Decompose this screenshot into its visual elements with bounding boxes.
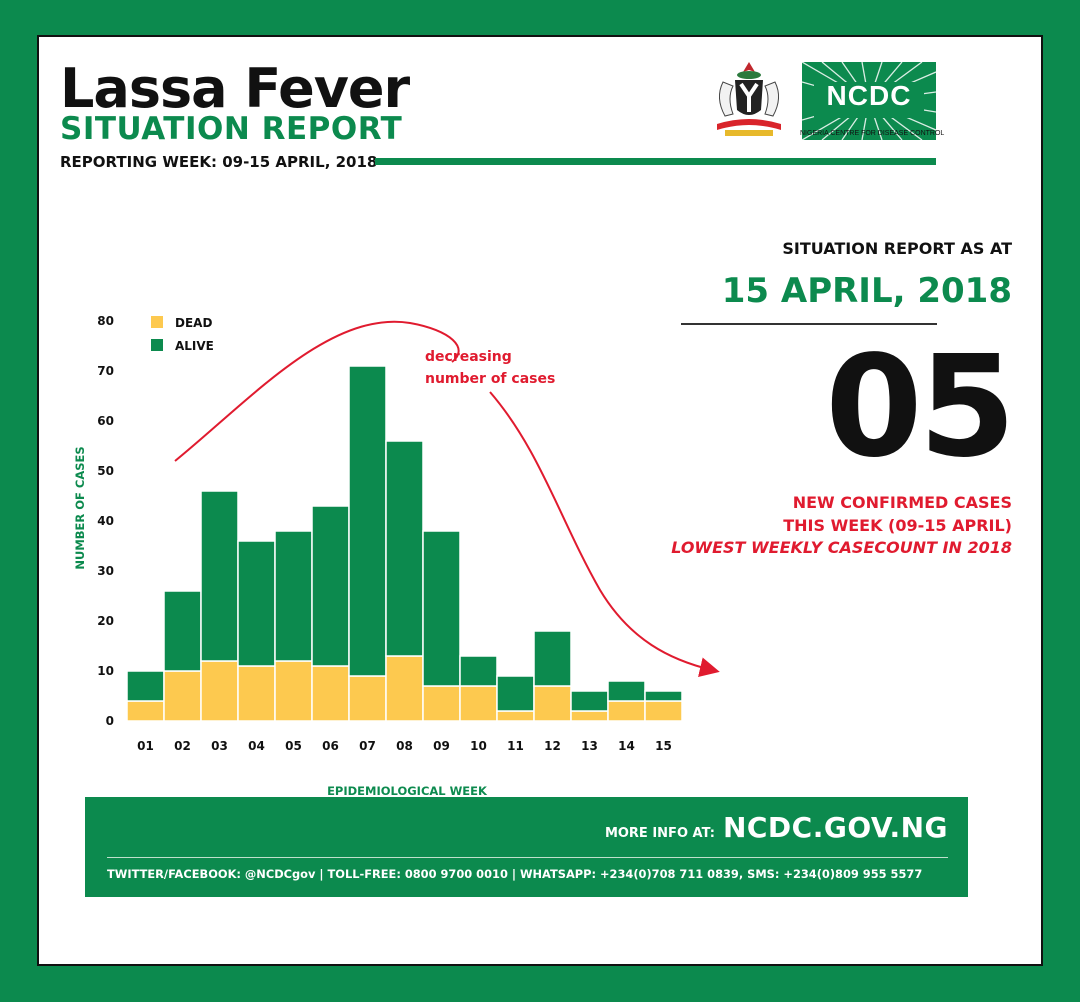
more-info-label: MORE INFO AT: bbox=[604, 826, 715, 841]
bar-alive-week-12 bbox=[533, 630, 572, 687]
x-tick-label: 02 bbox=[174, 739, 191, 753]
bar-alive-week-14 bbox=[607, 680, 646, 702]
bar-alive-week-11 bbox=[496, 675, 535, 712]
bar-alive-week-09 bbox=[422, 530, 461, 687]
bar-dead-week-10 bbox=[459, 685, 498, 722]
bar-dead-week-09 bbox=[422, 685, 461, 722]
ncdc-logo: NCDC bbox=[802, 62, 936, 140]
x-tick-label: 06 bbox=[322, 739, 339, 753]
situation-report-date: 15 APRIL, 2018 bbox=[721, 271, 1012, 311]
bar-dead-week-14 bbox=[607, 700, 646, 722]
x-tick-label: 15 bbox=[655, 739, 672, 753]
x-tick-label: 10 bbox=[470, 739, 487, 753]
legend-label-dead: DEAD bbox=[175, 316, 212, 330]
x-tick-label: 09 bbox=[433, 739, 450, 753]
reporting-week: REPORTING WEEK: 09-15 APRIL, 2018 bbox=[60, 153, 378, 171]
bar-dead-week-12 bbox=[533, 685, 572, 722]
x-axis-label: EPIDEMIOLOGICAL WEEK bbox=[327, 784, 488, 798]
report-title: Lassa Fever bbox=[60, 57, 410, 120]
x-tick-label: 12 bbox=[544, 739, 561, 753]
new-cases-count: 05 bbox=[825, 326, 1016, 489]
bar-dead-week-13 bbox=[570, 710, 609, 722]
bar-alive-week-13 bbox=[570, 690, 609, 712]
x-tick-label: 04 bbox=[248, 739, 265, 753]
trend-arrow bbox=[174, 320, 460, 462]
annotation-line-1: decreasing bbox=[425, 349, 512, 365]
y-tick-label: 80 bbox=[97, 314, 114, 328]
y-tick-label: 0 bbox=[106, 714, 114, 728]
bar-alive-week-08 bbox=[385, 440, 424, 657]
bar-alive-week-10 bbox=[459, 655, 498, 687]
new-cases-line-1: NEW CONFIRMED CASES bbox=[792, 493, 1012, 512]
legend-swatch-dead bbox=[151, 316, 163, 328]
bar-dead-week-07 bbox=[348, 675, 387, 722]
report-subtitle: SITUATION REPORT bbox=[60, 111, 403, 147]
footer-divider bbox=[107, 857, 948, 858]
bar-alive-week-15 bbox=[644, 690, 683, 702]
bar-dead-week-01 bbox=[126, 700, 165, 722]
x-tick-label: 05 bbox=[285, 739, 302, 753]
x-tick-label: 03 bbox=[211, 739, 228, 753]
trend-arrow-down bbox=[489, 391, 720, 677]
bar-dead-week-06 bbox=[311, 665, 350, 722]
summary-divider bbox=[681, 323, 937, 325]
y-tick-label: 30 bbox=[97, 564, 114, 578]
bar-alive-week-05 bbox=[274, 530, 313, 662]
ncdc-logo-text: NCDC bbox=[826, 80, 912, 111]
annotation-line-2: number of cases bbox=[425, 371, 555, 387]
x-tick-label: 01 bbox=[137, 739, 154, 753]
y-tick-label: 20 bbox=[97, 614, 114, 628]
ncdc-caption: NIGERIA CENTRE FOR DISEASE CONTROL bbox=[800, 130, 945, 137]
bar-dead-week-11 bbox=[496, 710, 535, 722]
y-tick-label: 50 bbox=[97, 464, 114, 478]
bar-alive-week-07 bbox=[348, 365, 387, 677]
situation-report-label: SITUATION REPORT AS AT bbox=[782, 239, 1012, 258]
y-tick-label: 70 bbox=[97, 364, 114, 378]
bar-dead-week-04 bbox=[237, 665, 276, 722]
bar-alive-week-02 bbox=[163, 590, 202, 672]
legend-swatch-alive bbox=[151, 339, 163, 351]
x-tick-label: 08 bbox=[396, 739, 413, 753]
more-info: MORE INFO AT: NCDC.GOV.NG bbox=[605, 811, 948, 844]
bar-dead-week-05 bbox=[274, 660, 313, 722]
website-link[interactable]: NCDC.GOV.NG bbox=[722, 811, 948, 844]
footer-banner: MORE INFO AT: NCDC.GOV.NG TWITTER/FACEBO… bbox=[85, 797, 968, 897]
bar-dead-week-15 bbox=[644, 700, 683, 722]
new-cases-line-2: THIS WEEK (09-15 APRIL) bbox=[783, 516, 1012, 535]
sunburst-icon bbox=[802, 62, 936, 140]
y-tick-label: 60 bbox=[97, 414, 114, 428]
new-cases-line-3: LOWEST WEEKLY CASECOUNT IN 2018 bbox=[671, 538, 1012, 557]
y-tick-label: 10 bbox=[97, 664, 114, 678]
legend-label-alive: ALIVE bbox=[175, 339, 214, 353]
y-tick-label: 40 bbox=[97, 514, 114, 528]
contact-info: TWITTER/FACEBOOK: @NCDCgov | TOLL-FREE: … bbox=[107, 867, 923, 881]
x-tick-label: 11 bbox=[507, 739, 524, 753]
header-divider bbox=[375, 158, 936, 165]
bar-alive-week-01 bbox=[126, 670, 165, 702]
bar-alive-week-04 bbox=[237, 540, 276, 667]
bar-dead-week-03 bbox=[200, 660, 239, 722]
bar-alive-week-03 bbox=[200, 490, 239, 662]
bar-alive-week-06 bbox=[311, 505, 350, 667]
y-axis-label: NUMBER OF CASES bbox=[73, 446, 87, 569]
coat-of-arms-icon bbox=[717, 62, 781, 136]
bar-dead-week-08 bbox=[385, 655, 424, 722]
x-tick-label: 07 bbox=[359, 739, 376, 753]
x-tick-label: 14 bbox=[618, 739, 635, 753]
x-tick-label: 13 bbox=[581, 739, 598, 753]
bar-dead-week-02 bbox=[163, 670, 202, 722]
